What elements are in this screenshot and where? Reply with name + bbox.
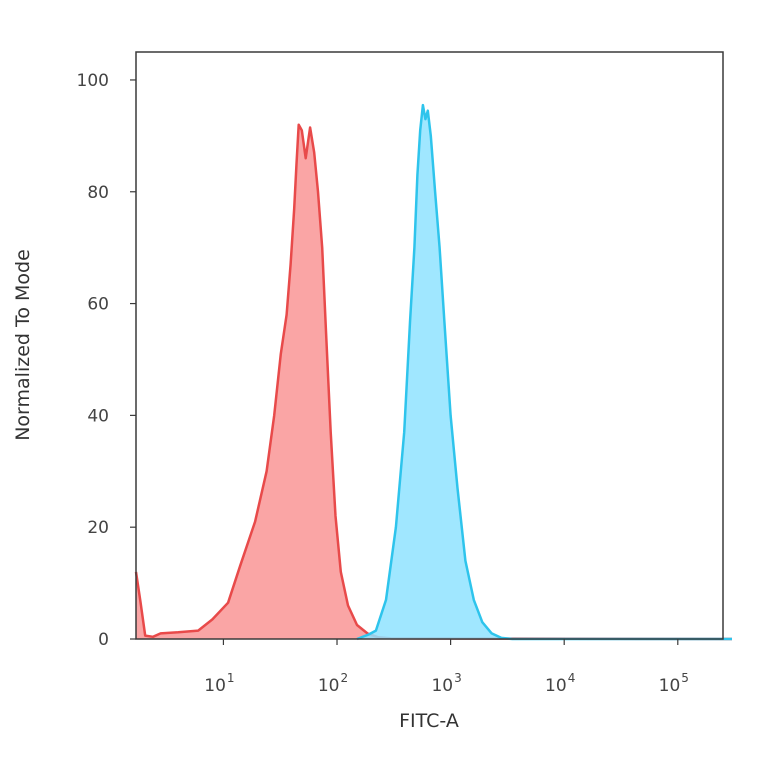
y-tick-label: 100	[77, 71, 109, 91]
x-tick-label: 103	[431, 671, 461, 696]
y-tick-label: 80	[87, 183, 109, 203]
x-tick-label: 105	[659, 671, 689, 696]
series-2-line	[356, 103, 732, 641]
x-tick-label: 102	[318, 671, 348, 696]
x-tick-label: 104	[545, 671, 575, 696]
x-axis-title: FITC-A	[399, 710, 459, 732]
y-tick-label: 0	[98, 630, 109, 650]
series-1-line	[134, 123, 733, 641]
y-tick-label: 60	[87, 295, 109, 315]
plot-frame	[135, 51, 724, 640]
y-tick-label: 40	[87, 406, 109, 426]
x-axis-ticks: 101 102 103 104 105	[204, 639, 689, 696]
series-layer	[134, 103, 733, 641]
series-2-area	[357, 105, 732, 640]
x-tick-label: 101	[204, 671, 234, 696]
y-tick-label: 20	[87, 518, 109, 538]
y-axis-title: Normalized To Mode	[12, 249, 34, 441]
series-1-area	[136, 124, 732, 639]
y-axis-ticks: 0 20 40 60 80 100	[77, 71, 136, 650]
